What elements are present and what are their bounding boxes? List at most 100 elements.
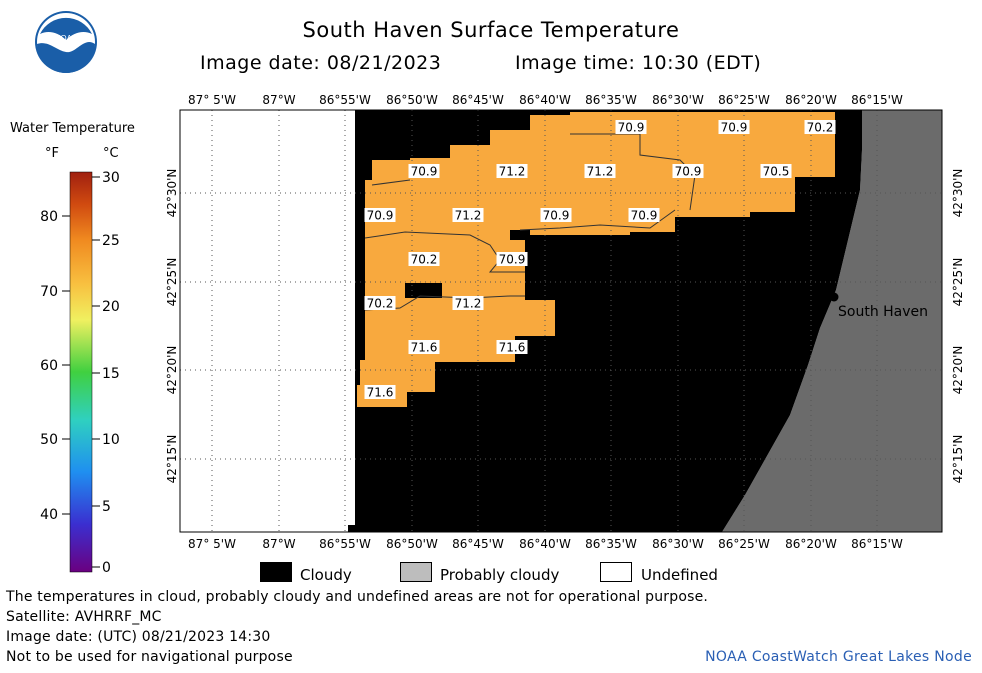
- image-time: Image time: 10:30 (EDT): [515, 52, 762, 74]
- temperature-label: 70.9: [618, 121, 645, 135]
- temperature-label: 70.9: [631, 209, 658, 223]
- longitude-label: 87° 5'W: [188, 93, 236, 107]
- noaa-logo-text: NOAA: [55, 34, 78, 43]
- color-bar: [69, 171, 93, 573]
- cloudy-label: Cloudy: [300, 566, 352, 584]
- longitude-label: 86°50'W: [386, 537, 438, 551]
- probably-cloudy-swatch: [400, 562, 432, 582]
- temperature-label-bg: [804, 120, 836, 134]
- temperature-label: 71.6: [411, 341, 438, 355]
- longitude-labels-top: 87° 5'W 87°W 86°55'W 86°50'W 86°45'W 86°40'W 8…: [188, 93, 903, 107]
- longitude-label: 86°55'W: [319, 537, 371, 551]
- temperature-label: 70.2: [367, 297, 394, 311]
- graticule: [180, 110, 942, 532]
- f-tick-label: 70: [40, 284, 58, 300]
- satellite-note: Satellite: AVHRRF_MC: [6, 609, 162, 625]
- c-tick-label: 15: [102, 366, 120, 382]
- c-tick-label: 10: [102, 432, 120, 448]
- temperature-label: 71.6: [367, 386, 394, 400]
- cloudy-swatch: [260, 562, 292, 582]
- latitude-label: 42°25'N: [951, 258, 965, 307]
- temperature-label-bg: [718, 120, 750, 134]
- map-frame: [179, 109, 943, 533]
- longitude-label: 86°15'W: [851, 93, 903, 107]
- temperature-label: 71.2: [455, 209, 482, 223]
- temperature-label-bg: [452, 208, 484, 222]
- temperature-label-bg: [364, 385, 396, 399]
- navigation-note: Not to be used for navigational purpose: [6, 649, 293, 665]
- longitude-label: 86°35'W: [585, 537, 637, 551]
- temperature-label-bg: [628, 208, 660, 222]
- temperature-label-bg: [364, 296, 396, 310]
- temperature-label: 71.6: [499, 341, 526, 355]
- legend-unit-f: °F: [45, 146, 59, 161]
- longitude-label: 86°45'W: [452, 93, 504, 107]
- latitude-label: 42°25'N: [165, 258, 179, 307]
- longitude-label: 87°W: [262, 537, 295, 551]
- temperature-label: 70.5: [763, 165, 790, 179]
- longitude-label: 86°25'W: [718, 537, 770, 551]
- temperature-label-bg: [540, 208, 572, 222]
- latitude-label: 42°15'N: [951, 435, 965, 484]
- city-label: South Haven: [838, 304, 928, 320]
- temperature-label: 71.2: [499, 165, 526, 179]
- legend-unit-c: °C: [103, 146, 119, 161]
- undefined-swatch: [600, 562, 632, 582]
- temperature-label-bg: [584, 164, 616, 178]
- temperature-label-bg: [408, 340, 440, 354]
- c-tick-label: 5: [102, 499, 111, 515]
- probably-cloudy-label: Probably cloudy: [440, 566, 560, 584]
- f-tick-label: 60: [40, 358, 58, 374]
- temperature-label: 70.9: [721, 121, 748, 135]
- temperature-labels: 70.9 70.9 70.2 70.9 71.2 71.2 70.9 70.5 70.9 71.2…: [364, 120, 836, 400]
- temperature-label: 70.9: [367, 209, 394, 223]
- credit-link[interactable]: NOAA CoastWatch Great Lakes Node: [705, 649, 972, 665]
- temperature-label-bg: [760, 164, 792, 178]
- land-area: [722, 110, 942, 532]
- longitude-label: 86°35'W: [585, 93, 637, 107]
- temperature-label: 70.2: [807, 121, 834, 135]
- longitude-label: 86°45'W: [452, 537, 504, 551]
- c-tick-label: 20: [102, 299, 120, 315]
- latitude-label: 42°20'N: [951, 346, 965, 395]
- f-tick-label: 40: [40, 507, 58, 523]
- temperature-label-bg: [408, 252, 440, 266]
- temperature-label: 70.9: [675, 165, 702, 179]
- longitude-label: 86°20'W: [785, 93, 837, 107]
- temperature-label: 70.9: [499, 253, 526, 267]
- longitude-label: 86°30'W: [652, 537, 704, 551]
- temperature-label-bg: [672, 164, 704, 178]
- temperature-label-bg: [615, 120, 647, 134]
- fahrenheit-ticks: 40 50 60 70 80: [40, 209, 70, 523]
- undefined-label: Undefined: [641, 566, 718, 584]
- longitude-label: 87°W: [262, 93, 295, 107]
- temperature-label: 71.2: [587, 165, 614, 179]
- temperature-label: 70.9: [543, 209, 570, 223]
- longitude-label: 86°50'W: [386, 93, 438, 107]
- noaa-logo: NOAA: [35, 11, 97, 73]
- latitude-label: 42°30'N: [951, 169, 965, 218]
- utc-date-note: Image date: (UTC) 08/21/2023 14:30: [6, 629, 271, 645]
- temperature-label-bg: [496, 340, 528, 354]
- f-tick-label: 50: [40, 432, 58, 448]
- temperature-label-bg: [452, 296, 484, 310]
- longitude-label: 86°30'W: [652, 93, 704, 107]
- longitude-label: 86°40'W: [519, 537, 571, 551]
- longitude-label: 86°15'W: [851, 537, 903, 551]
- longitude-label: 87° 5'W: [188, 537, 236, 551]
- latitude-label: 42°20'N: [165, 346, 179, 395]
- south-haven-marker: [829, 292, 839, 302]
- latitude-label: 42°30'N: [165, 169, 179, 218]
- map-title: South Haven Surface Temperature: [302, 18, 680, 42]
- longitude-label: 86°55'W: [319, 93, 371, 107]
- temperature-label: 71.2: [455, 297, 482, 311]
- longitude-label: 86°20'W: [785, 537, 837, 551]
- temperature-label-bg: [364, 208, 396, 222]
- image-date: Image date: 08/21/2023: [200, 52, 442, 74]
- legend-title: Water Temperature: [10, 121, 135, 136]
- temperature-label-bg: [408, 164, 440, 178]
- f-tick-label: 80: [40, 209, 58, 225]
- celsius-ticks: 0 5 10 15 20 25 30: [92, 170, 120, 576]
- c-tick-label: 0: [102, 560, 111, 576]
- longitude-labels-bottom: 87° 5'W 87°W 86°55'W 86°50'W 86°45'W 86°40'W 8…: [188, 537, 903, 551]
